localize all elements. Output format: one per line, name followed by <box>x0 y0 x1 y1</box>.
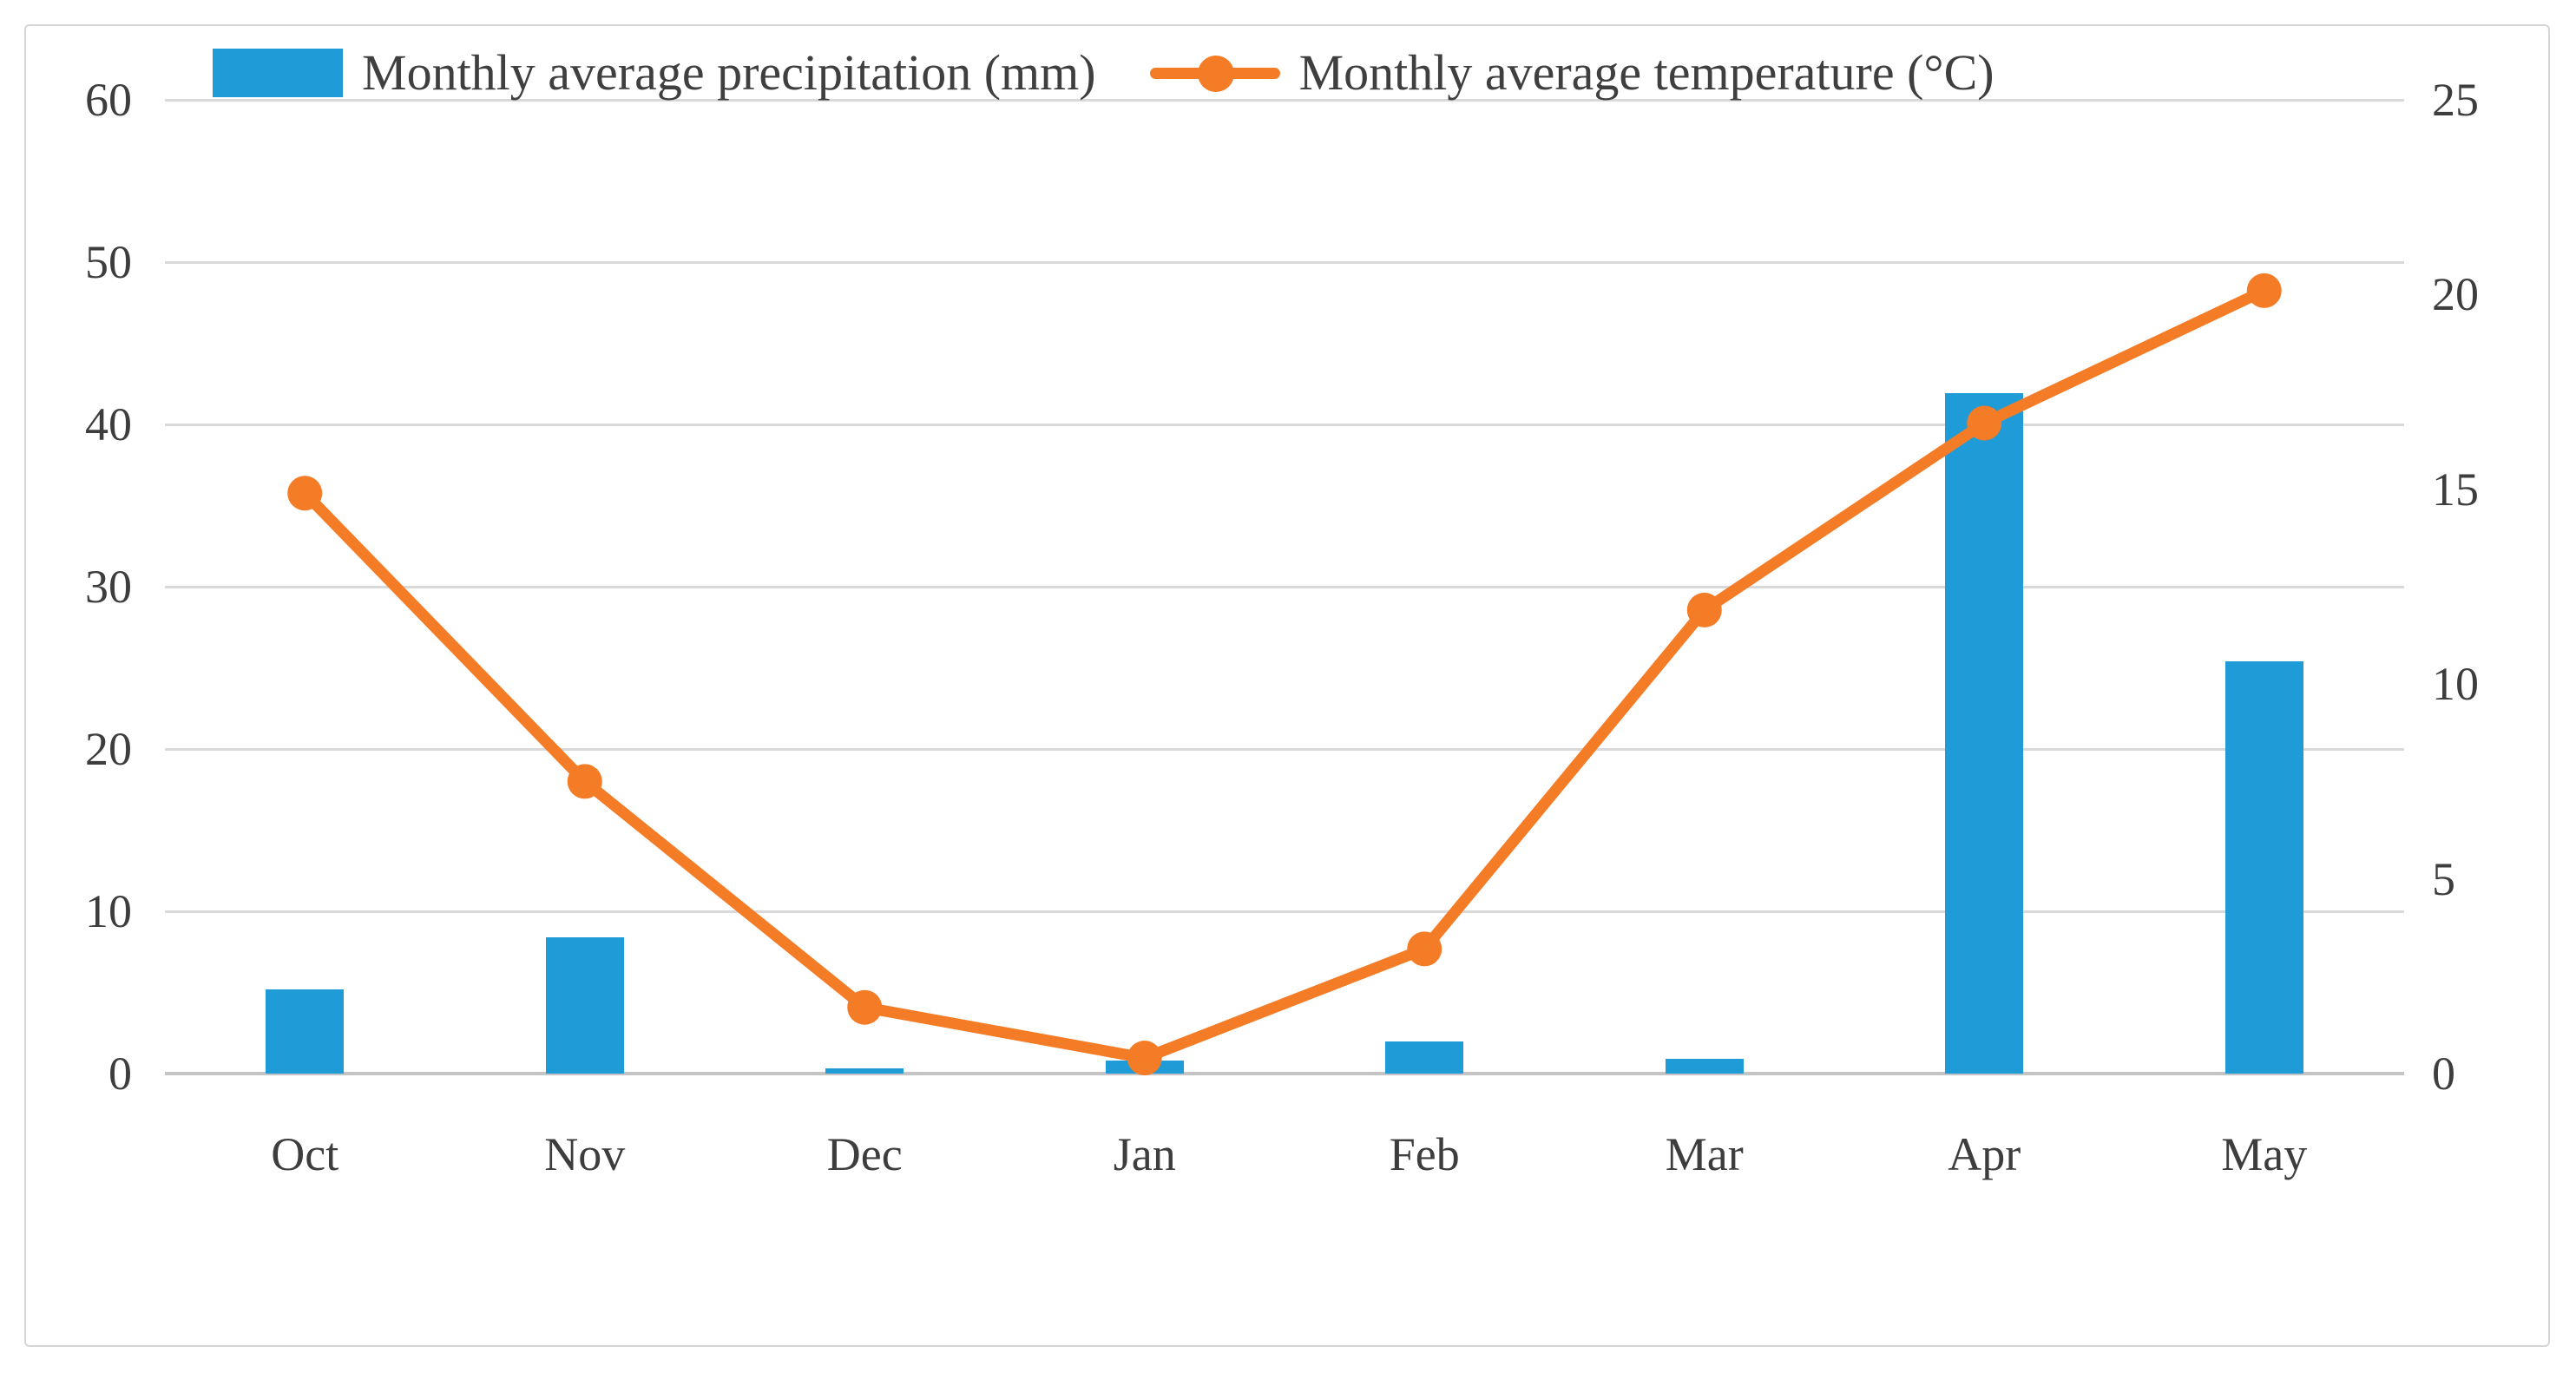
x-axis-label-apr: Apr <box>1948 1128 2021 1180</box>
left-axis-tick-label: 50 <box>85 236 132 288</box>
x-axis-baseline <box>165 1072 2404 1075</box>
precipitation-bar-jan <box>1105 1061 1184 1074</box>
precipitation-bar-oct <box>266 989 345 1074</box>
precipitation-legend-swatch <box>213 49 343 97</box>
right-axis-tick-label: 0 <box>2432 1048 2455 1100</box>
precipitation-bar-apr <box>1945 393 2024 1074</box>
left-axis-tick-label: 10 <box>85 885 132 937</box>
temperature-legend-swatch <box>1149 49 1280 97</box>
right-axis-tick-label: 10 <box>2432 658 2479 711</box>
x-axis-label-jan: Jan <box>1113 1128 1176 1180</box>
x-axis-label-mar: Mar <box>1665 1128 1744 1180</box>
precipitation-bar-may <box>2224 661 2303 1074</box>
precipitation-bar-mar <box>1665 1059 1744 1074</box>
left-axis-tick-label: 20 <box>85 723 132 775</box>
legend: Monthly average precipitation (mm) Month… <box>213 38 1994 108</box>
gridline <box>165 99 2404 102</box>
x-axis-label-nov: Nov <box>544 1128 626 1180</box>
precipitation-bar-nov <box>545 937 624 1074</box>
right-axis-tick-label: 20 <box>2432 268 2479 321</box>
x-axis-label-dec: Dec <box>826 1128 903 1180</box>
gridline <box>165 424 2404 426</box>
left-axis-tick-label: 40 <box>85 398 132 450</box>
right-axis-tick-label: 25 <box>2432 74 2479 126</box>
gridline <box>165 748 2404 751</box>
gridline <box>165 586 2404 588</box>
x-axis-label-feb: Feb <box>1389 1128 1460 1180</box>
right-axis-tick-label: 15 <box>2432 463 2479 516</box>
gridline <box>165 910 2404 913</box>
precipitation-bar-feb <box>1385 1041 1464 1074</box>
left-axis-tick-label: 30 <box>85 561 132 613</box>
legend-marker-dot-icon <box>1197 56 1234 92</box>
precipitation-legend-label: Monthly average precipitation (mm) <box>362 44 1096 101</box>
gridline <box>165 261 2404 264</box>
left-axis-tick-label: 60 <box>85 74 132 126</box>
x-axis-label-oct: Oct <box>271 1128 339 1180</box>
x-axis-label-may: May <box>2221 1128 2308 1180</box>
precipitation-bar-dec <box>825 1068 904 1074</box>
temperature-legend-label: Monthly average temperature (°C) <box>1298 44 1994 101</box>
right-axis-tick-label: 5 <box>2432 852 2455 905</box>
left-axis-tick-label: 0 <box>108 1048 132 1100</box>
